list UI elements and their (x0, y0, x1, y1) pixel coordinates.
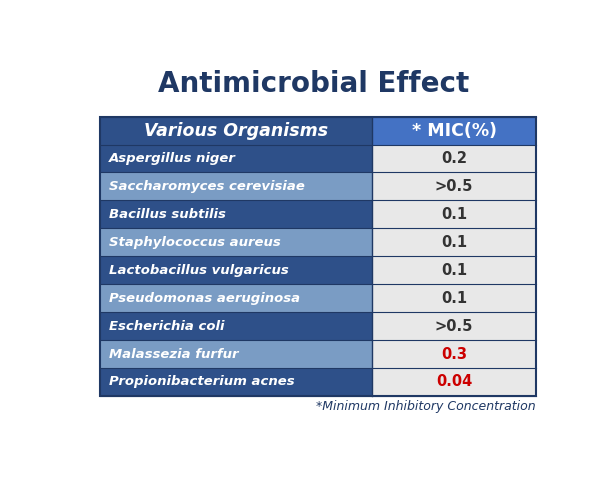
FancyBboxPatch shape (100, 200, 372, 228)
FancyBboxPatch shape (372, 200, 536, 228)
FancyBboxPatch shape (100, 340, 372, 368)
Text: Antimicrobial Effect: Antimicrobial Effect (158, 70, 469, 98)
FancyBboxPatch shape (372, 172, 536, 200)
Text: >0.5: >0.5 (435, 179, 473, 194)
FancyBboxPatch shape (372, 116, 536, 145)
Text: Saccharomyces cerevisiae: Saccharomyces cerevisiae (109, 180, 304, 193)
FancyBboxPatch shape (100, 284, 372, 312)
Text: Aspergillus niger: Aspergillus niger (109, 152, 235, 165)
Text: 0.1: 0.1 (441, 235, 467, 250)
Text: 0.1: 0.1 (441, 207, 467, 222)
FancyBboxPatch shape (100, 368, 372, 396)
Text: 0.1: 0.1 (441, 262, 467, 278)
Text: Bacillus subtilis: Bacillus subtilis (109, 208, 225, 221)
FancyBboxPatch shape (100, 228, 372, 256)
Text: 0.3: 0.3 (441, 347, 467, 361)
Text: >0.5: >0.5 (435, 318, 473, 334)
FancyBboxPatch shape (372, 368, 536, 396)
Text: Malassezia furfur: Malassezia furfur (109, 348, 238, 360)
FancyBboxPatch shape (100, 172, 372, 200)
Text: Pseudomonas aeruginosa: Pseudomonas aeruginosa (109, 292, 300, 305)
FancyBboxPatch shape (100, 256, 372, 284)
FancyBboxPatch shape (100, 312, 372, 340)
Text: Various Organisms: Various Organisms (144, 122, 328, 140)
Text: Propionibacterium acnes: Propionibacterium acnes (109, 375, 295, 389)
Text: 0.1: 0.1 (441, 291, 467, 306)
FancyBboxPatch shape (372, 256, 536, 284)
FancyBboxPatch shape (372, 228, 536, 256)
FancyBboxPatch shape (100, 145, 372, 172)
Text: Staphylococcus aureus: Staphylococcus aureus (109, 236, 280, 249)
FancyBboxPatch shape (100, 116, 372, 145)
Text: *Minimum Inhibitory Concentration: *Minimum Inhibitory Concentration (316, 400, 536, 412)
FancyBboxPatch shape (372, 145, 536, 172)
Text: * MIC(%): * MIC(%) (412, 122, 497, 140)
FancyBboxPatch shape (372, 284, 536, 312)
Text: Lactobacillus vulgaricus: Lactobacillus vulgaricus (109, 264, 288, 277)
Text: 0.2: 0.2 (441, 151, 467, 166)
FancyBboxPatch shape (372, 312, 536, 340)
Text: Escherichia coli: Escherichia coli (109, 319, 224, 333)
FancyBboxPatch shape (372, 340, 536, 368)
Text: 0.04: 0.04 (436, 375, 472, 390)
